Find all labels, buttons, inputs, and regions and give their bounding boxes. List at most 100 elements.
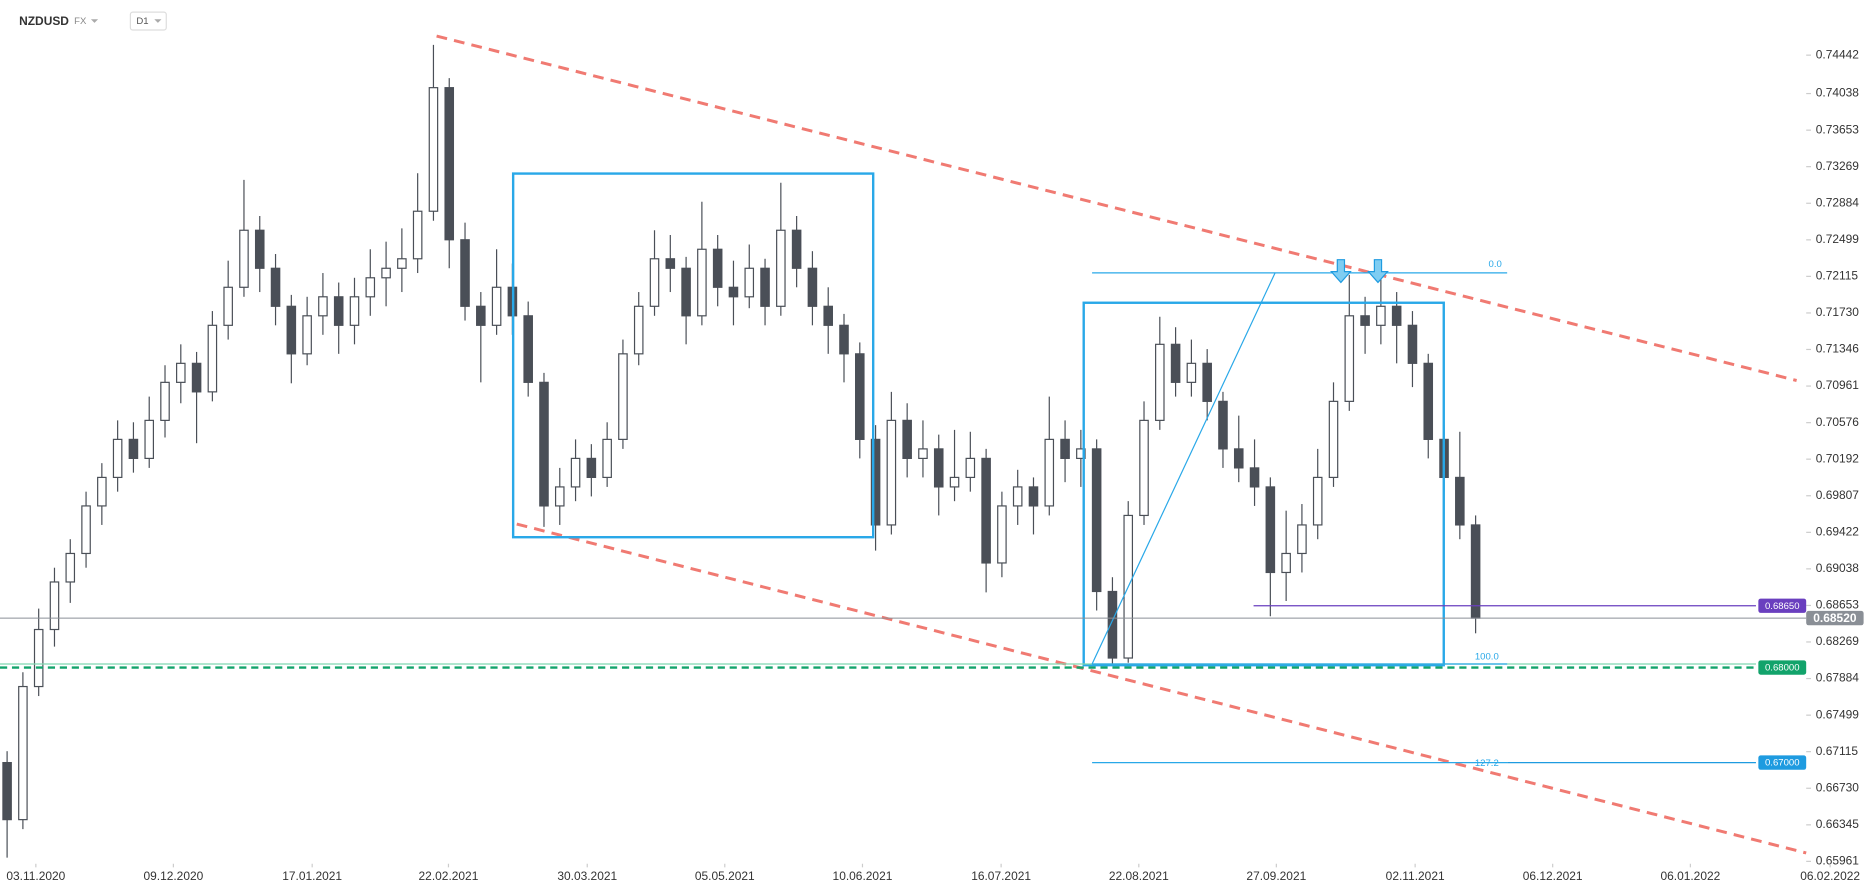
candle-body (981, 457, 991, 564)
candle-body (997, 505, 1007, 564)
candle-body (586, 457, 597, 479)
x-tick-label: 22.02.2021 (419, 869, 479, 883)
candle-body (1139, 419, 1149, 517)
candle-body (381, 267, 391, 279)
candle-body (1360, 315, 1370, 326)
x-tick-label: 06.02.2022 (1800, 869, 1860, 883)
candle-body (949, 476, 960, 488)
dropdown-icon[interactable] (154, 19, 162, 23)
candle-body (318, 296, 328, 317)
candles (2, 44, 1481, 858)
candle-body (1391, 305, 1402, 326)
interval-select[interactable] (129, 11, 167, 31)
candle-body (33, 628, 44, 688)
y-tick-label: 0.72115 (1816, 269, 1859, 283)
y-tick-label: 0.70961 (1816, 378, 1860, 392)
candle-body (144, 419, 155, 459)
price-tag (1758, 660, 1807, 675)
price-tag-label: 0.68000 (1765, 663, 1800, 674)
candle-body (523, 315, 533, 383)
fib-label: 100.0 (1475, 651, 1499, 662)
candle-body (302, 315, 312, 355)
candle-body (1218, 400, 1228, 450)
candle-body (1028, 486, 1039, 507)
market: FX (74, 16, 87, 27)
y-tick-label: 0.67115 (1816, 744, 1859, 758)
candle-body (1091, 448, 1102, 593)
candle-body (1060, 438, 1070, 459)
fib-label: 127.2 (1475, 758, 1499, 769)
y-tick-label: 0.65961 (1816, 854, 1860, 868)
candle-body (1470, 524, 1481, 619)
candle-body (965, 457, 976, 479)
candle-body (397, 258, 407, 269)
fib-trend (1091, 272, 1276, 665)
candle-body (1407, 324, 1418, 364)
arrow (1367, 259, 1389, 284)
y-tick-label: 0.67884 (1816, 671, 1860, 685)
y-tick-label: 0.74442 (1816, 47, 1860, 61)
candle-body (1107, 590, 1118, 659)
candle-body (602, 438, 612, 479)
x-tick-label: 05.05.2021 (695, 869, 755, 883)
candle-body (1344, 315, 1355, 402)
candle-body (176, 362, 186, 383)
candle-body (1376, 305, 1386, 326)
candle-body (1423, 362, 1434, 440)
candle-body (1155, 343, 1165, 421)
interval: D1 (136, 16, 148, 27)
candle-body (1328, 400, 1339, 479)
y-tick-label: 0.73653 (1816, 122, 1860, 136)
candle-body (112, 438, 123, 479)
dropdown-icon[interactable] (90, 19, 99, 23)
candle-body (460, 239, 470, 307)
y-tick-label: 0.72499 (1816, 232, 1860, 246)
candle-body (760, 267, 770, 307)
y-tick-label: 0.69038 (1816, 561, 1860, 575)
candle-body (1233, 448, 1244, 469)
price-tag-label: 0.68520 (1813, 611, 1857, 625)
candle-body (1170, 343, 1181, 383)
y-tick-label: 0.66345 (1816, 817, 1860, 831)
lower-trendline (516, 522, 1807, 855)
range-box (1082, 301, 1445, 667)
candle-body (807, 267, 818, 307)
candle-body (870, 438, 881, 526)
candle-body (886, 419, 897, 526)
candle-body (1281, 552, 1291, 574)
candle-body (1312, 476, 1323, 526)
candle-body (744, 267, 755, 298)
x-tick-label: 06.01.2022 (1660, 869, 1720, 883)
candle-body (365, 277, 376, 298)
candle-body (81, 505, 91, 555)
candle-body (128, 438, 139, 459)
candle-body (823, 305, 833, 326)
candle-body (49, 581, 60, 631)
candle-body (254, 229, 265, 269)
candle-body (444, 87, 455, 241)
candle-body (223, 286, 233, 326)
candle-body (855, 353, 865, 440)
candle-body (1076, 448, 1086, 459)
price-tag (1758, 755, 1807, 770)
candle-body (933, 448, 944, 488)
candle-body (191, 362, 202, 393)
candle-body (160, 381, 170, 421)
x-tick-label: 30.03.2021 (557, 869, 617, 883)
y-tick-label: 0.67499 (1816, 707, 1860, 721)
y-tick-label: 0.70192 (1816, 451, 1860, 465)
candle-body (1265, 486, 1276, 574)
candle-body (1044, 438, 1055, 507)
candle-body (286, 305, 297, 355)
candle-body (491, 286, 502, 326)
y-tick-label: 0.73269 (1816, 159, 1860, 173)
fib-label: 0.0 (1489, 259, 1502, 270)
candle-body (1249, 467, 1260, 488)
candle-body (697, 248, 707, 317)
candle-body (476, 305, 486, 326)
candle-body (791, 229, 802, 269)
y-tick-label: 0.68269 (1816, 634, 1860, 648)
x-tick-label: 06.12.2021 (1523, 869, 1583, 883)
candle-body (1202, 362, 1212, 402)
